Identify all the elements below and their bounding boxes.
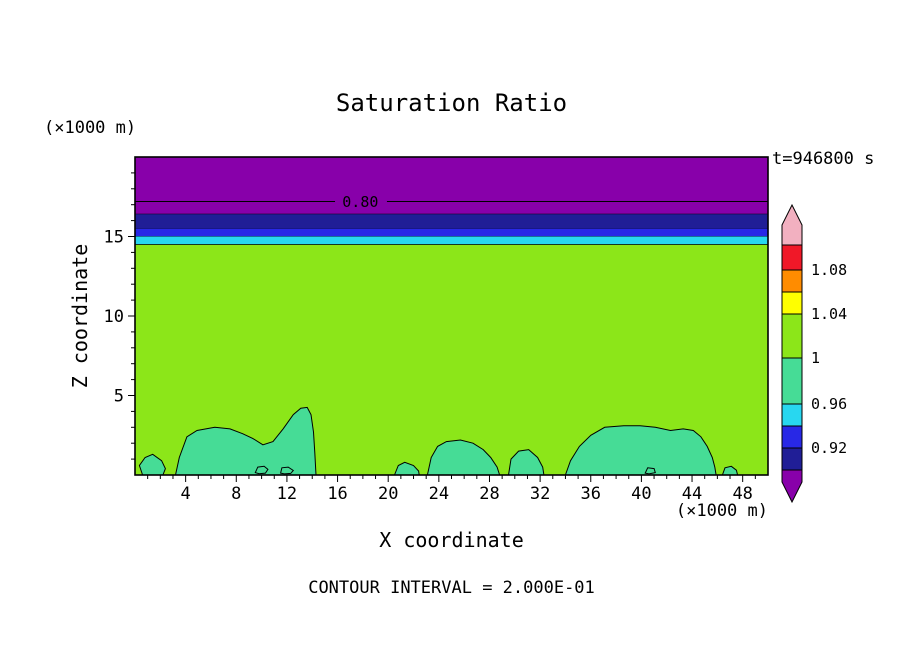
x-tick-label: 48 — [732, 484, 752, 504]
surface-blob — [564, 425, 717, 476]
y-tick-label: 15 — [104, 228, 124, 248]
y-tick-label: 10 — [104, 307, 124, 327]
stratified-band — [135, 157, 768, 215]
colorbar-segment — [781, 291, 803, 315]
colorbar-segment — [781, 403, 803, 427]
time-annotation: t=946800 s — [772, 149, 875, 169]
colorbar-segment — [781, 447, 803, 471]
x-axis-unit-label: (×1000 m) — [675, 501, 768, 521]
surface-blob — [138, 453, 166, 476]
colorbar-segment — [781, 203, 803, 246]
colorbar-label: 0.96 — [811, 395, 847, 413]
surface-blob — [254, 465, 269, 475]
colorbar-segment — [781, 425, 803, 449]
colorbar-label: 1 — [811, 349, 820, 367]
x-tick-label: 36 — [581, 484, 601, 504]
x-tick-label: 32 — [530, 484, 550, 504]
x-tick-label: 28 — [479, 484, 499, 504]
x-tick-label: 20 — [378, 484, 398, 504]
contour-line-label: 0.80 — [342, 193, 378, 211]
stratified-band — [135, 214, 768, 229]
colorbar-label: 1.08 — [811, 261, 847, 279]
surface-blob — [174, 406, 317, 476]
x-tick-label: 44 — [682, 484, 702, 504]
surface-blob — [279, 466, 295, 475]
surface-blob — [507, 449, 545, 476]
x-tick-label: 24 — [429, 484, 449, 504]
y-tick-label: 5 — [114, 387, 124, 407]
colorbar-label: 0.92 — [811, 439, 847, 457]
y-axis-unit-label: (×1000 m) — [44, 118, 137, 138]
colorbar: 1.08 1.04 1 0.96 0.92 — [781, 203, 847, 504]
x-tick-label: 40 — [631, 484, 651, 504]
x-tick-label: 12 — [277, 484, 297, 504]
colorbar-label: 1.04 — [811, 305, 847, 323]
x-tick-label: 8 — [231, 484, 241, 504]
chart-title: Saturation Ratio — [335, 89, 568, 117]
contour-interval-note: CONTOUR INTERVAL = 2.000E-01 — [308, 578, 595, 598]
colorbar-segment — [781, 357, 803, 405]
stratified-band — [135, 236, 768, 245]
x-axis-title: X coordinate — [379, 528, 524, 552]
surface-blob — [426, 439, 501, 476]
surface-blob — [644, 467, 656, 475]
colorbar-segment — [781, 313, 803, 359]
x-tick-label: 16 — [327, 484, 347, 504]
colorbar-segment — [781, 269, 803, 293]
stratified-band — [135, 228, 768, 237]
y-axis-title: Z coordinate — [68, 243, 92, 389]
x-tick-label: 4 — [181, 484, 191, 504]
colorbar-segment — [781, 469, 803, 504]
colorbar-segment — [781, 244, 803, 271]
